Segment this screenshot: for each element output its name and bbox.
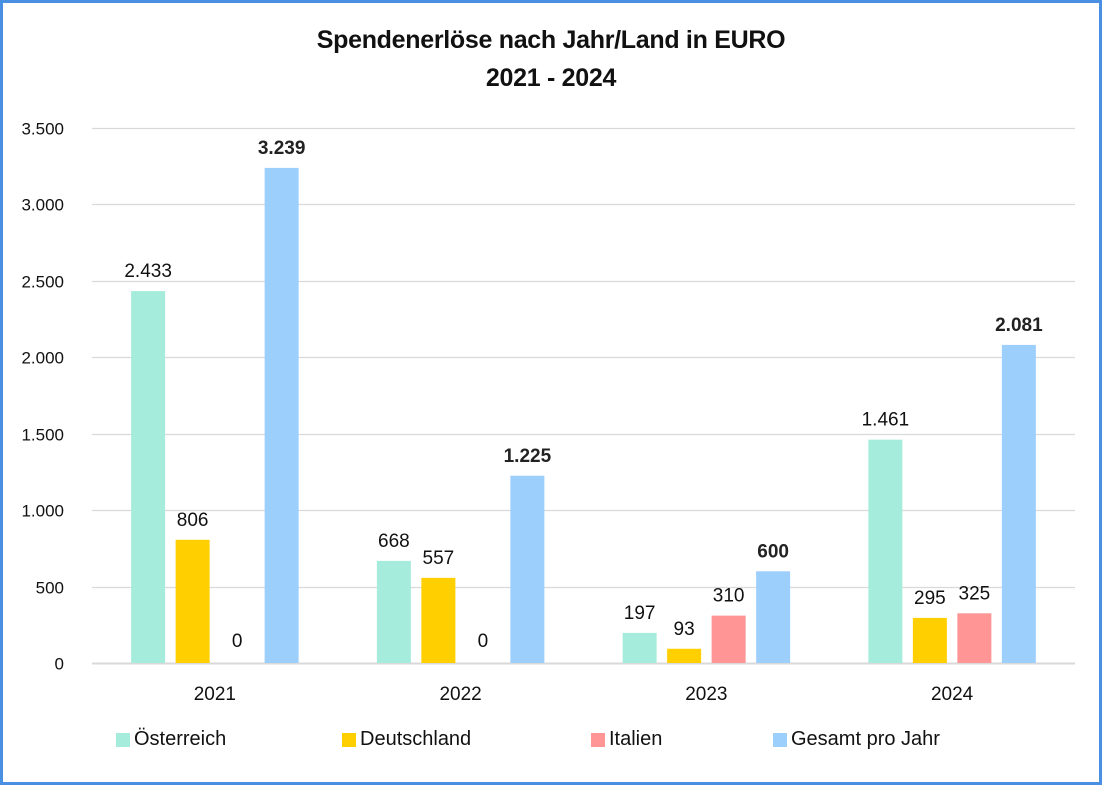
legend-item: Italien xyxy=(591,728,662,751)
legend-label: Deutschland xyxy=(360,728,472,750)
data-label: 295 xyxy=(914,588,946,609)
legend-label: Italien xyxy=(609,728,663,750)
data-label: 2.433 xyxy=(124,261,172,282)
legend-swatch xyxy=(342,732,356,747)
data-label: 2.081 xyxy=(995,315,1043,336)
data-labels: 2.433 806 0 3.239 668 557 0 1.225 197 93 310 600 1.4… xyxy=(124,138,1043,652)
y-tick-label: 3.000 xyxy=(21,196,64,215)
data-label: 0 xyxy=(232,631,243,652)
chart-subtitle: 2021 - 2024 xyxy=(485,64,617,92)
data-label: 3.239 xyxy=(258,138,306,159)
bar-gesamt-pro-jahr-2023 xyxy=(756,571,791,663)
data-label: 1.461 xyxy=(862,410,910,431)
legend-item: Deutschland xyxy=(342,728,471,751)
y-tick-label: 2.000 xyxy=(21,349,64,368)
data-label: 325 xyxy=(959,583,991,604)
chart-title: Spendenerlöse nach Jahr/Land in EURO xyxy=(316,26,786,54)
bar-deutschland-2024 xyxy=(912,617,947,663)
data-label: 1.225 xyxy=(504,446,552,467)
bar--sterreich-2023 xyxy=(622,632,657,663)
legend: Österreich Deutschland Italien Gesamt pro J… xyxy=(0,728,1102,756)
bar--sterreich-2021 xyxy=(131,291,166,663)
gridlines xyxy=(92,127,1075,665)
data-label: 668 xyxy=(378,531,410,552)
data-label: 557 xyxy=(423,548,455,569)
x-category-label: 2022 xyxy=(439,684,481,705)
bar-deutschland-2022 xyxy=(421,577,456,663)
bar--sterreich-2022 xyxy=(376,560,411,663)
data-label: 310 xyxy=(713,586,745,607)
bar-italien-2024 xyxy=(957,613,992,663)
x-category-label: 2024 xyxy=(931,684,974,705)
legend-label: Gesamt pro Jahr xyxy=(791,728,940,750)
bar-gesamt-pro-jahr-2024 xyxy=(1001,344,1036,663)
bar-deutschland-2021 xyxy=(175,539,210,663)
x-category-label: 2023 xyxy=(685,684,727,705)
y-tick-label: 0 xyxy=(55,655,64,674)
bar--sterreich-2024 xyxy=(868,439,903,663)
x-axis-categories: 2021 2022 2023 2024 xyxy=(194,684,974,705)
bar-gesamt-pro-jahr-2022 xyxy=(510,475,545,663)
y-tick-label: 1.000 xyxy=(21,502,64,521)
y-tick-label: 3.500 xyxy=(21,120,64,139)
legend-swatch xyxy=(116,732,130,747)
data-label: 806 xyxy=(177,510,209,531)
data-label: 0 xyxy=(478,631,489,652)
y-tick-label: 500 xyxy=(36,579,64,598)
legend-label: Österreich xyxy=(134,728,227,750)
bars xyxy=(131,167,1036,663)
y-tick-label: 2.500 xyxy=(21,273,64,292)
data-label: 197 xyxy=(624,603,656,624)
legend-swatch xyxy=(773,732,787,747)
legend-swatch xyxy=(591,732,605,747)
bar-deutschland-2023 xyxy=(667,648,702,663)
x-category-label: 2021 xyxy=(194,684,236,705)
data-label: 93 xyxy=(674,619,695,640)
y-axis-ticks: 0 500 1.000 1.500 2.000 2.500 3.000 3.500 xyxy=(21,120,64,674)
data-label: 600 xyxy=(757,541,789,562)
y-tick-label: 1.500 xyxy=(21,426,64,445)
legend-item: Gesamt pro Jahr xyxy=(773,728,940,751)
bar-gesamt-pro-jahr-2021 xyxy=(264,167,299,663)
bar-italien-2023 xyxy=(711,615,746,663)
legend-item: Österreich xyxy=(116,728,226,751)
